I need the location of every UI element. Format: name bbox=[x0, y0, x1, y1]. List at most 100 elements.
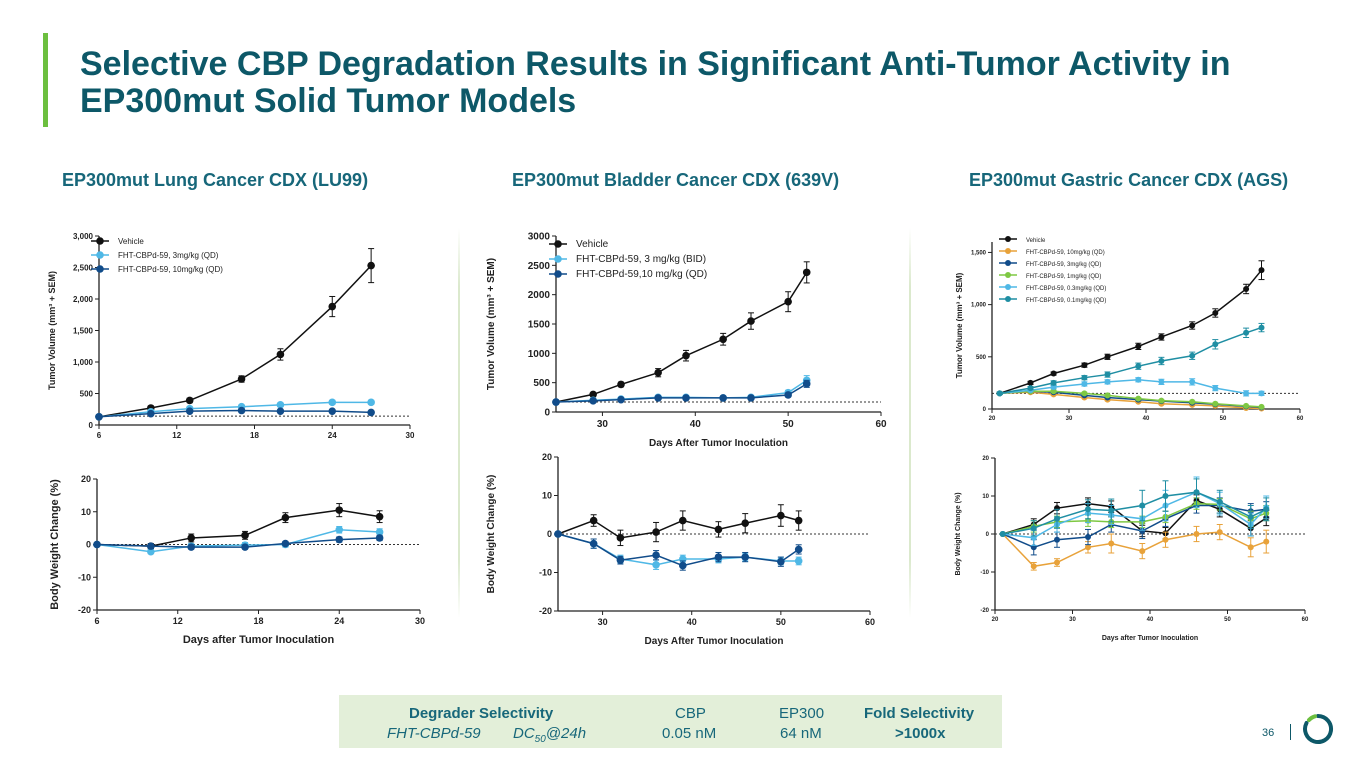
series-0 bbox=[999, 494, 1270, 540]
data-point bbox=[1158, 378, 1165, 385]
y-tick-label: 0 bbox=[86, 540, 91, 550]
selectivity-table: Degrader Selectivity FHT-CBPd-59 DC50@24… bbox=[339, 695, 1002, 748]
data-point bbox=[1085, 506, 1091, 513]
data-point bbox=[617, 380, 625, 389]
series-1 bbox=[996, 389, 1265, 412]
data-point bbox=[1258, 324, 1265, 331]
legend-label: Vehicle bbox=[576, 239, 609, 250]
series-2 bbox=[95, 406, 375, 421]
series-0 bbox=[554, 504, 803, 547]
fold-label: Fold Selectivity bbox=[864, 705, 975, 722]
y-axis-label: Body Weight Change (%) bbox=[49, 479, 61, 610]
data-point bbox=[589, 539, 598, 548]
lu99-tumor-volume-chart: 6 12 18 24 30 0 500 1,000 1,500 2,000 2,500 3,000 Tu… bbox=[47, 232, 415, 440]
data-point bbox=[1158, 397, 1165, 404]
series-5 bbox=[996, 322, 1265, 397]
data-point bbox=[794, 545, 803, 554]
legend-label: Vehicle bbox=[118, 237, 144, 246]
y-tick-label: 1,000 bbox=[73, 358, 94, 367]
data-point bbox=[617, 395, 625, 404]
data-point bbox=[1050, 388, 1057, 395]
data-point bbox=[95, 413, 103, 421]
x-tick-label: 30 bbox=[415, 616, 425, 626]
data-point bbox=[1081, 380, 1088, 387]
logo-ring-icon bbox=[1303, 714, 1334, 744]
data-point bbox=[147, 542, 155, 550]
selectivity-heading: Degrader Selectivity bbox=[409, 705, 554, 722]
x-tick-label: 60 bbox=[1302, 617, 1309, 623]
legend-label: FHT-CBPd-59, 10mg/kg (QD) bbox=[118, 265, 223, 274]
lu99-body-weight-chart: 6 12 18 24 30 -20 -10 0 10 20 Body Weight Change (… bbox=[49, 474, 425, 646]
y-tick-label: 500 bbox=[533, 378, 550, 389]
data-point bbox=[1139, 548, 1146, 555]
data-point bbox=[1243, 285, 1250, 292]
slide-title: Selective CBP Degradation Results in Sig… bbox=[80, 45, 1231, 120]
panel-divider bbox=[458, 228, 460, 618]
data-point bbox=[241, 531, 249, 540]
x-axis-label: Days after Tumor Inoculation bbox=[183, 634, 335, 646]
y-tick-label: 1,000 bbox=[971, 303, 987, 309]
data-point bbox=[777, 511, 785, 520]
x-tick-label: 60 bbox=[875, 419, 887, 430]
data-point bbox=[1189, 398, 1196, 405]
panel-title-ags: EP300mut Gastric Cancer CDX (AGS) bbox=[969, 170, 1289, 190]
data-point bbox=[589, 397, 597, 405]
data-point bbox=[375, 534, 384, 542]
metric-prefix: DC bbox=[513, 725, 535, 742]
data-point bbox=[794, 557, 803, 565]
data-point bbox=[1054, 559, 1060, 566]
x-tick-label: 40 bbox=[1147, 617, 1154, 623]
data-point bbox=[741, 519, 749, 528]
data-point bbox=[719, 394, 727, 402]
series-line bbox=[555, 271, 808, 403]
series-1 bbox=[999, 524, 1270, 571]
data-point bbox=[276, 407, 285, 415]
639v-tumor-volume-chart: 30 40 50 60 0 500 1000 1500 2000 2500 3000 Tumor Vo… bbox=[486, 232, 887, 450]
data-point bbox=[1085, 534, 1091, 541]
series-line bbox=[999, 326, 1262, 395]
data-point bbox=[1212, 341, 1219, 348]
data-point bbox=[1243, 329, 1250, 336]
x-tick-label: 24 bbox=[334, 616, 344, 626]
data-point bbox=[802, 268, 811, 277]
639v-body-weight-chart: 30 40 50 60 -20 -10 0 10 20 Body Weight Change (%… bbox=[486, 452, 875, 647]
data-point bbox=[1108, 507, 1115, 514]
data-point bbox=[714, 525, 723, 534]
x-tick-label: 50 bbox=[1220, 416, 1227, 422]
data-point bbox=[1104, 378, 1111, 385]
data-point bbox=[1212, 400, 1219, 407]
metric-subscript: 50 bbox=[534, 734, 546, 745]
legend-marker bbox=[96, 251, 104, 259]
y-tick-label: 1,500 bbox=[73, 326, 94, 335]
y-tick-label: 20 bbox=[982, 456, 989, 462]
data-point bbox=[1104, 371, 1111, 378]
y-tick-label: 0 bbox=[544, 408, 550, 419]
data-point bbox=[1054, 536, 1060, 543]
series-5 bbox=[999, 478, 1270, 537]
y-axis-label: Tumor Volume (mm³ + SEM) bbox=[486, 258, 497, 390]
data-point bbox=[1263, 538, 1270, 545]
data-point bbox=[777, 557, 785, 566]
series-0 bbox=[996, 260, 1265, 397]
data-point bbox=[1162, 536, 1169, 543]
data-point bbox=[147, 409, 155, 418]
y-tick-label: 500 bbox=[976, 355, 987, 361]
data-point bbox=[1158, 333, 1165, 340]
data-point bbox=[654, 368, 662, 377]
legend-marker bbox=[1005, 272, 1011, 278]
data-point bbox=[589, 390, 597, 399]
y-tick-label: 2500 bbox=[528, 261, 551, 272]
data-point bbox=[93, 540, 101, 549]
data-point bbox=[1027, 379, 1034, 386]
data-point bbox=[1135, 376, 1142, 383]
data-point bbox=[1247, 544, 1254, 551]
title-accent-bar bbox=[43, 33, 48, 127]
y-tick-label: 1,500 bbox=[971, 251, 987, 257]
data-point bbox=[1189, 378, 1196, 385]
x-tick-label: 30 bbox=[597, 419, 609, 430]
data-point bbox=[335, 525, 344, 534]
y-tick-label: 1500 bbox=[528, 320, 551, 331]
data-point bbox=[747, 394, 755, 402]
legend-marker bbox=[1005, 260, 1011, 266]
x-tick-label: 60 bbox=[865, 617, 875, 627]
